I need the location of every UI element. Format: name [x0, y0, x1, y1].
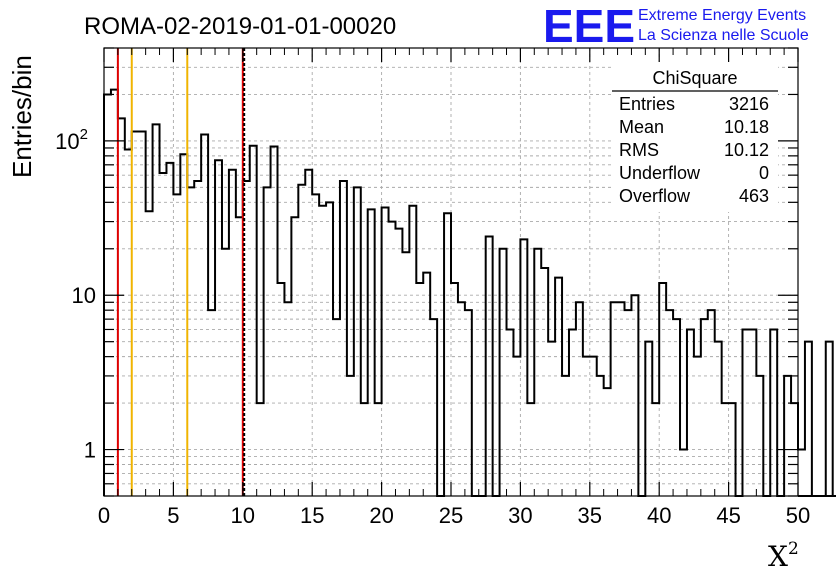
stats-row-value: 3216: [729, 94, 769, 114]
x-axis-ticks: 0 5 10 15 20 25 30 35 40 45 50: [98, 48, 810, 528]
x-tick-label: 25: [439, 503, 463, 528]
logo-mark: EEE: [543, 0, 635, 52]
stats-row-label: Mean: [619, 117, 664, 137]
x-tick-label: 35: [578, 503, 602, 528]
y-tick-label-base: 10: [55, 129, 79, 154]
x-tick-label: 0: [98, 503, 110, 528]
chart-title: ROMA-02-2019-01-01-00020: [84, 13, 396, 40]
stats-row-label: Entries: [619, 94, 675, 114]
logo-line-2: La Scienza nelle Scuole: [638, 27, 809, 44]
stats-row-label: Overflow: [619, 186, 691, 206]
x-tick-label: 30: [508, 503, 532, 528]
y-tick-label-base: 1: [84, 438, 96, 463]
y-tick-label: 102: [55, 126, 88, 154]
stats-rows: Entries 3216 Mean 10.18 RMS 10.12 Underflow 0 Ov…: [619, 94, 769, 206]
stats-row-value: 463: [739, 186, 769, 206]
x-axis-label-symbol: X: [768, 540, 788, 572]
x-axis-label-superscript: 2: [788, 539, 799, 559]
x-tick-label: 45: [716, 503, 740, 528]
y-axis-label: Entries/bin: [7, 55, 37, 178]
x-tick-label: 10: [231, 503, 255, 528]
threshold-lines: [116, 48, 246, 496]
histogram-outline: [103, 88, 836, 497]
y-tick-label-base: 10: [72, 283, 96, 308]
y-tick-label-superscript: 2: [80, 126, 88, 143]
stats-row-label: RMS: [619, 140, 659, 160]
stats-box-title: ChiSquare: [652, 68, 737, 88]
eee-logo: EEE Extreme Energy Events La Scienza nel…: [543, 0, 809, 52]
x-tick-label: 5: [167, 503, 179, 528]
y-tick-label: 10: [72, 283, 96, 308]
stats-box-background: [612, 62, 778, 212]
logo-line-1: Extreme Energy Events: [638, 7, 806, 24]
x-tick-label: 15: [300, 503, 324, 528]
stats-row-label: Underflow: [619, 163, 701, 183]
stats-row-value: 0: [759, 163, 769, 183]
stats-box: ChiSquare Entries 3216 Mean 10.18 RMS 10.12 Un…: [612, 62, 778, 212]
x-axis-label: X2: [768, 539, 799, 572]
stats-row-value: 10.18: [724, 117, 769, 137]
x-tick-label: 20: [369, 503, 393, 528]
histogram: [103, 88, 836, 497]
x-tick-label: 50: [786, 503, 810, 528]
x-tick-label: 40: [647, 503, 671, 528]
y-tick-label: 1: [84, 438, 96, 463]
stats-row-value: 10.12: [724, 140, 769, 160]
